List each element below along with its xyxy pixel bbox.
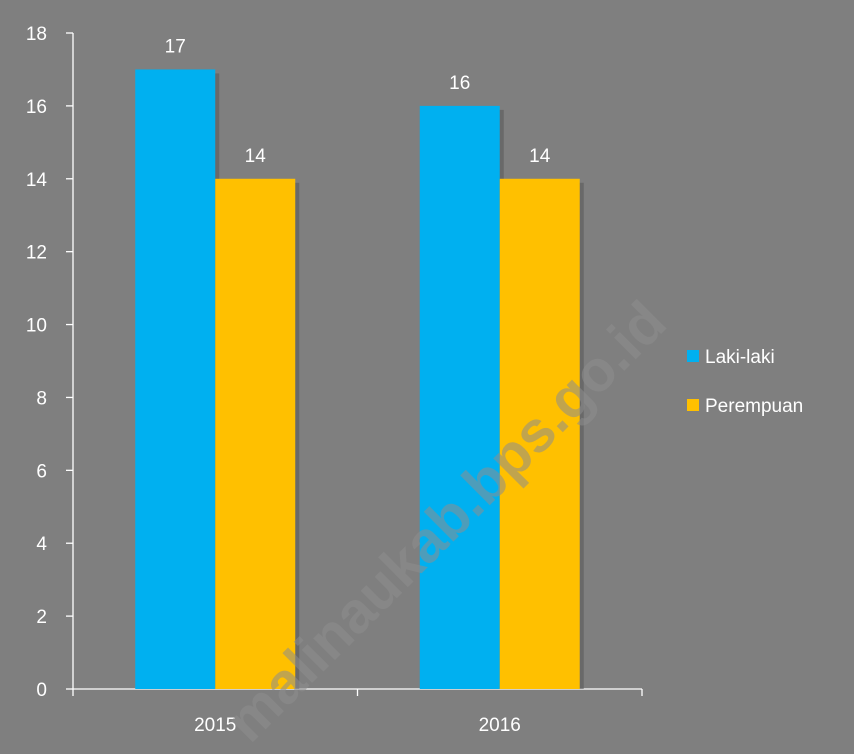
data-label: 16 (449, 73, 470, 94)
bar-laki-laki-2016 (419, 105, 500, 689)
legend-label: Perempuan (705, 396, 803, 417)
bars (135, 69, 584, 689)
legend-label: Laki-laki (705, 347, 775, 368)
legend-swatch (687, 399, 699, 411)
y-tick-label: 6 (36, 461, 47, 482)
y-tick-label: 14 (26, 170, 48, 191)
bar-laki-laki-2015 (135, 69, 216, 689)
data-label: 14 (529, 146, 551, 167)
data-label: 14 (245, 146, 267, 167)
y-tick-label: 2 (36, 607, 47, 628)
legend-swatch (687, 350, 699, 362)
bar-perempuan-2015 (215, 178, 296, 689)
bar-perempuan-2016 (499, 178, 580, 689)
y-tick-label: 18 (26, 24, 47, 45)
x-category-label: 2016 (479, 715, 521, 736)
y-tick-label: 10 (26, 316, 47, 337)
y-tick-label: 0 (36, 680, 47, 701)
data-labels: 17 14 2015 16 14 2016 (165, 36, 551, 736)
legend: Laki-laki Perempuan (687, 347, 803, 417)
data-label: 17 (165, 36, 186, 57)
y-tick-label: 16 (26, 97, 47, 118)
y-tick-label: 8 (36, 388, 47, 409)
y-tick-label: 12 (26, 243, 47, 264)
y-tick-label: 4 (36, 534, 47, 555)
x-category-label: 2015 (194, 715, 236, 736)
